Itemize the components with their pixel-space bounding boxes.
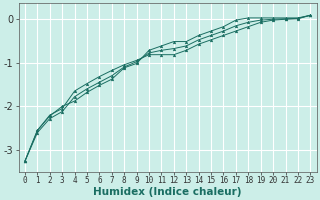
X-axis label: Humidex (Indice chaleur): Humidex (Indice chaleur) — [93, 187, 242, 197]
